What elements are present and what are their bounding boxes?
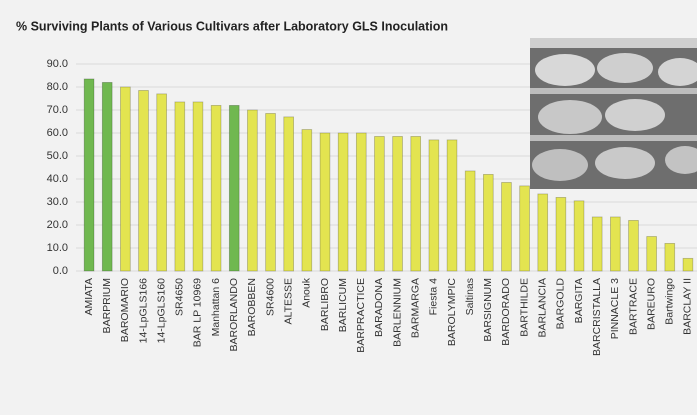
x-tick-label: BARTRACE (627, 278, 639, 335)
y-tick-label: 40.0 (47, 173, 68, 185)
bar (120, 86, 131, 272)
x-tick-label: BARMARGA (410, 278, 422, 338)
x-tick-label: BARSIGNUM (482, 278, 494, 342)
x-tick-label: Fiesta 4 (428, 278, 440, 316)
bar (156, 93, 167, 272)
photo (530, 38, 697, 189)
bar (355, 132, 367, 272)
x-tick-label: BAREURO (645, 278, 657, 330)
x-tick-label: BARLIBRO (319, 278, 331, 331)
x-tick-label: SR4650 (174, 278, 186, 316)
bar (392, 136, 403, 272)
bar (428, 139, 440, 272)
x-tick-label: ALTESSE (282, 278, 294, 325)
bar (247, 109, 258, 272)
x-tick-label: BARCLAY II (682, 278, 694, 335)
x-tick-label: BAROLYMPIC (446, 278, 458, 346)
bar (337, 132, 349, 272)
bar (410, 136, 422, 272)
bar (573, 200, 585, 272)
y-tick-label: 90.0 (47, 58, 68, 70)
bar (591, 216, 603, 272)
x-tick-label: SR4600 (264, 278, 276, 316)
bar (610, 216, 621, 272)
x-tick-label: BARORLANDO (228, 278, 240, 352)
bar (646, 236, 657, 272)
y-tick-label: 30.0 (47, 196, 68, 208)
x-tick-label: BARLANCIA (537, 278, 549, 338)
x-tick-label: PINNACLE 3 (609, 278, 621, 339)
x-tick-label: Saltinas (464, 278, 476, 315)
x-tick-label: AMIATA (83, 278, 95, 316)
x-tick-label: Anouk (301, 277, 313, 308)
x-tick-label: BARADONA (373, 278, 385, 337)
bar (446, 139, 458, 272)
x-tick-label: BARTHILDE (518, 278, 530, 337)
y-tick-label: 60.0 (47, 127, 68, 139)
x-tick-label: BARPRACTICE (355, 278, 367, 353)
bar (682, 257, 694, 272)
bar (628, 219, 639, 272)
x-tick-label: BARLENNIUM (391, 278, 403, 347)
bar (537, 193, 549, 272)
plot: 0.0 10.0 20.0 30.0 40.0 50.0 60.0 70.0 80.0 90.0 A… (47, 58, 697, 356)
y-tick-label: 10.0 (47, 242, 68, 254)
x-tick-label: BARDORADO (500, 278, 512, 346)
bar (555, 196, 567, 272)
bar (464, 170, 476, 272)
x-tick-label: BAROBBEN (246, 278, 258, 336)
x-tick-label: BAROMARIO (119, 278, 131, 342)
y-tick-label: 0.0 (53, 265, 68, 277)
bar (374, 136, 385, 272)
bar (265, 113, 276, 272)
bar (664, 242, 676, 272)
y-tick-label: 50.0 (47, 150, 68, 162)
bar (101, 82, 113, 272)
bar (319, 132, 331, 272)
x-tick-label: BARGITA (573, 278, 585, 323)
bar (301, 129, 313, 272)
bar (192, 101, 204, 272)
bar (283, 116, 294, 272)
bar (228, 105, 240, 272)
x-tick-label: BARCRISTALLA (591, 278, 603, 356)
x-tick-label: BARLICUM (337, 278, 349, 332)
x-tick-label: BAR LP 10969 (192, 278, 204, 347)
bar (483, 173, 494, 272)
y-tick-label: 20.0 (47, 219, 68, 231)
x-tick-label: BARPRIUM (101, 278, 113, 333)
bar (174, 101, 186, 272)
chart-title: % Surviving Plants of Various Cultivars … (16, 19, 448, 33)
y-tick-label: 70.0 (47, 104, 68, 116)
x-tick-label: BARGOLD (555, 278, 567, 330)
x-tick-label: Bartwingo (664, 278, 676, 325)
x-tick-label: 14-LpGLS166 (137, 278, 149, 344)
x-tick-label: Manhattan 6 (210, 278, 222, 337)
y-tick-label: 80.0 (47, 81, 68, 93)
bar (519, 185, 530, 272)
bar (83, 78, 95, 272)
x-tick-label: 14-LpGLS160 (155, 278, 167, 344)
bar (501, 182, 512, 272)
bar (138, 90, 149, 272)
bar (210, 105, 222, 272)
